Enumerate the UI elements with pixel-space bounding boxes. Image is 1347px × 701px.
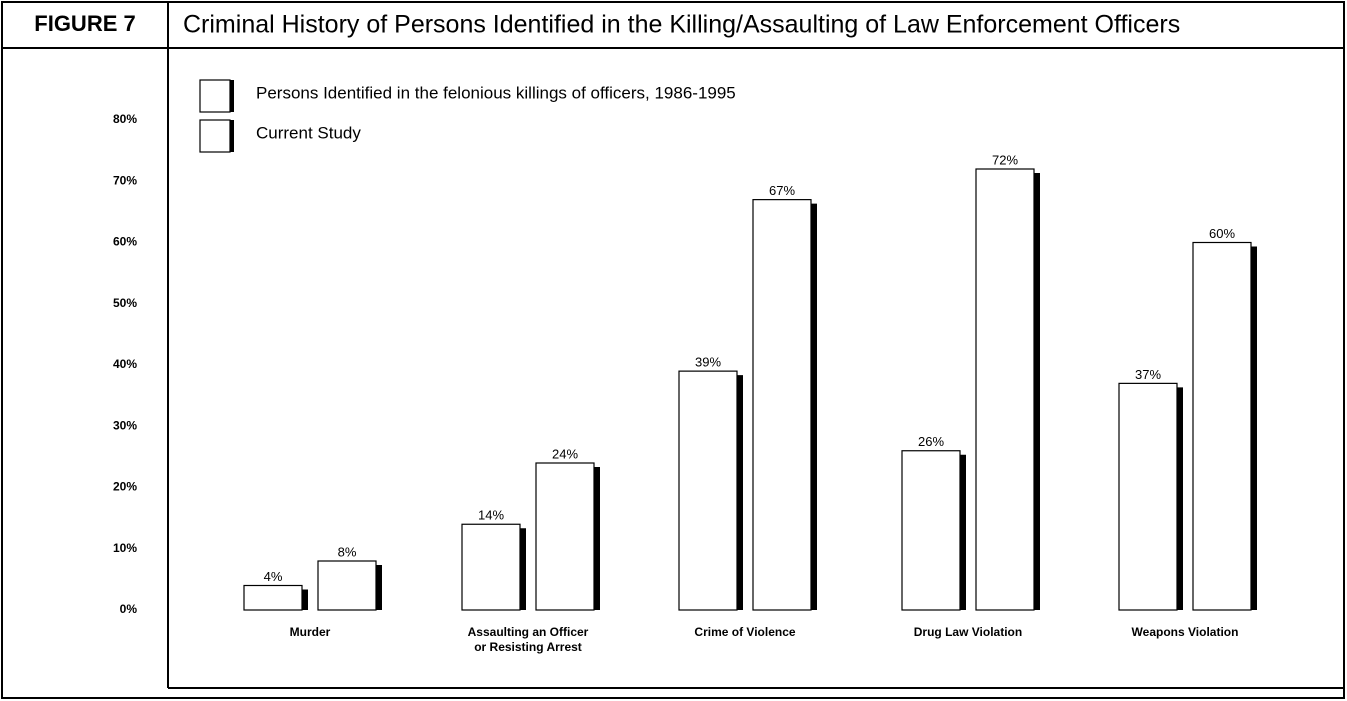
bar-shadow xyxy=(1249,246,1257,610)
y-tick-label: 60% xyxy=(113,235,137,249)
bar-shadow xyxy=(592,467,600,610)
y-tick-label: 80% xyxy=(113,112,137,126)
bar-shadow xyxy=(1175,387,1183,610)
x-tick-label: Murder xyxy=(289,625,331,639)
legend-swatch xyxy=(199,79,231,113)
bar xyxy=(461,523,521,611)
bar-shadow xyxy=(735,375,743,610)
bar xyxy=(1192,241,1252,611)
bar xyxy=(1118,382,1178,611)
x-tick-label: Drug Law Violation xyxy=(913,625,1023,639)
bar xyxy=(678,370,738,611)
y-tick-label: 40% xyxy=(113,357,137,371)
y-tick-label: 30% xyxy=(113,418,137,432)
bar-shadow xyxy=(300,589,308,610)
data-label: 26% xyxy=(918,434,944,449)
bar-shadow xyxy=(809,203,817,610)
bar-shadow xyxy=(1032,173,1040,610)
bar-shadow xyxy=(518,528,526,610)
y-tick-label: 10% xyxy=(113,541,137,555)
x-tick-label: Assaulting an Officer or Resisting Arres… xyxy=(467,625,589,654)
bar xyxy=(901,450,961,611)
data-label: 37% xyxy=(1135,367,1161,382)
data-label: 72% xyxy=(992,152,1018,167)
data-label: 14% xyxy=(478,508,504,523)
legend-label: Persons Identified in the felonious kill… xyxy=(256,83,736,102)
data-label: 8% xyxy=(338,544,357,559)
y-tick-label: 50% xyxy=(113,296,137,310)
data-label: 60% xyxy=(1209,226,1235,241)
bar xyxy=(317,560,377,611)
figure-label: FIGURE 7 xyxy=(34,11,135,36)
data-label: 67% xyxy=(769,183,795,198)
chart-title: Criminal History of Persons Identified i… xyxy=(183,11,1180,39)
data-label: 39% xyxy=(695,355,721,370)
y-tick-label: 20% xyxy=(113,480,137,494)
bar xyxy=(243,584,303,611)
bar xyxy=(535,462,595,611)
legend-swatch xyxy=(199,119,231,153)
x-tick-label: Crime of Violence xyxy=(694,625,796,639)
legend-label: Current Study xyxy=(256,123,361,142)
x-tick-label: Weapons Violation xyxy=(1131,625,1239,639)
data-label: 24% xyxy=(552,446,578,461)
y-tick-label: 70% xyxy=(113,173,137,187)
bar-shadow xyxy=(958,454,966,610)
bar xyxy=(752,199,812,611)
y-tick-label: 0% xyxy=(120,602,138,616)
data-label: 4% xyxy=(264,569,283,584)
bar-shadow xyxy=(374,565,382,610)
bar xyxy=(975,168,1035,611)
